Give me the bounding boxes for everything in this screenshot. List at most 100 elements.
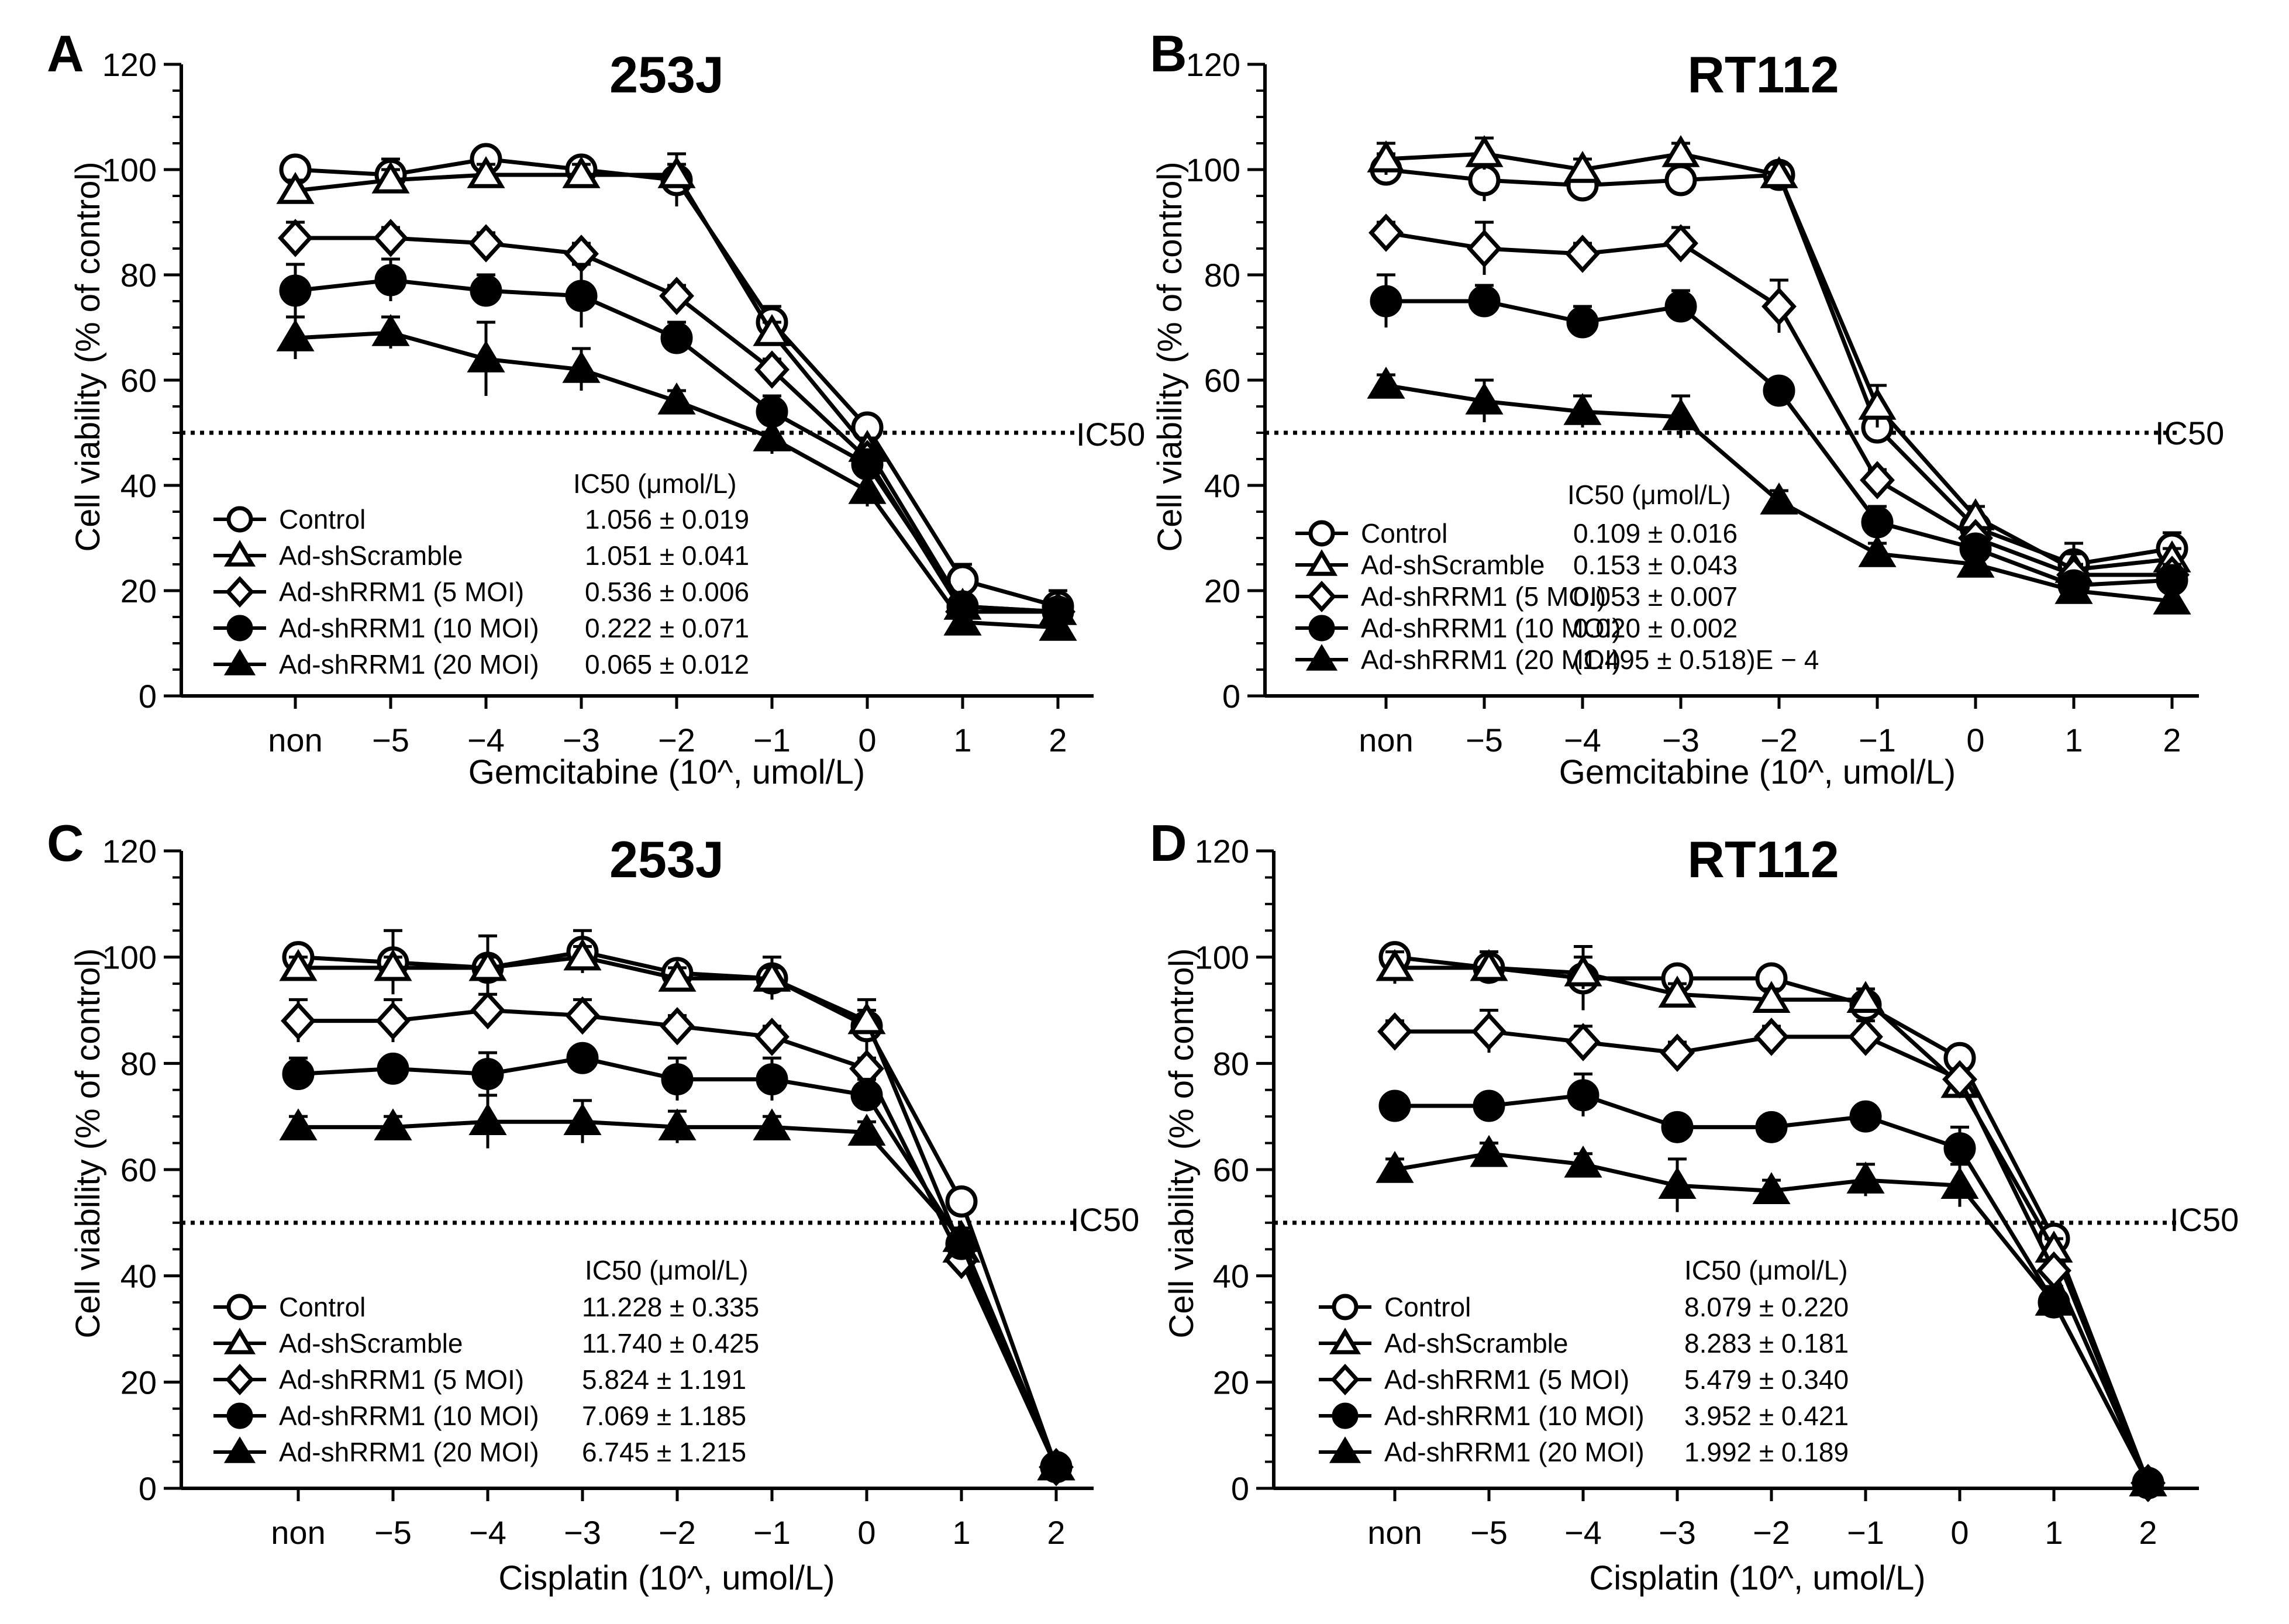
legend-ic50-value: 8.283 ± 0.181 bbox=[1684, 1328, 1849, 1358]
x-axis-label: Gemcitabine (10^, umol/L) bbox=[1559, 753, 1956, 791]
data-point bbox=[565, 996, 600, 1035]
y-tick-label: 100 bbox=[1186, 151, 1240, 188]
data-point bbox=[563, 938, 602, 971]
x-tick-label: −3 bbox=[1662, 722, 1699, 758]
data-point bbox=[1367, 366, 1405, 399]
x-tick-label: −5 bbox=[374, 1514, 412, 1551]
data-point bbox=[753, 313, 791, 346]
legend-header: IC50 (μmol/L) bbox=[573, 468, 737, 499]
x-tick-label: −1 bbox=[753, 1514, 791, 1551]
data-point bbox=[1752, 981, 1791, 1013]
y-tick-label: 0 bbox=[1222, 678, 1240, 715]
data-point bbox=[371, 161, 410, 194]
y-tick-label: 100 bbox=[102, 939, 157, 976]
data-point bbox=[1956, 545, 1995, 578]
x-tick-label: −2 bbox=[659, 1514, 696, 1551]
data-point bbox=[467, 156, 505, 188]
legend-marker bbox=[1330, 1363, 1360, 1396]
legend-marker bbox=[1308, 615, 1335, 642]
x-tick-label: −3 bbox=[1659, 1514, 1696, 1551]
data-point bbox=[1848, 1018, 1883, 1056]
x-tick-label: −5 bbox=[372, 722, 409, 758]
data-point bbox=[1376, 949, 1414, 981]
data-point bbox=[1367, 140, 1405, 173]
y-tick-label: 0 bbox=[139, 1470, 157, 1507]
data-point bbox=[754, 1018, 790, 1056]
data-point bbox=[1567, 1079, 1599, 1112]
data-point bbox=[1661, 135, 1700, 167]
legend-marker bbox=[1305, 644, 1338, 671]
data-point bbox=[1858, 387, 1897, 420]
data-point bbox=[1760, 156, 1798, 188]
legend-ic50-value: 7.069 ± 1.185 bbox=[582, 1401, 746, 1431]
x-tick-label: −3 bbox=[563, 722, 600, 758]
data-point bbox=[942, 1220, 981, 1252]
legend-ic50-value: 0.153 ± 0.043 bbox=[1573, 550, 1738, 580]
legend-label: Ad-shRRM1 (5 MOI) bbox=[279, 1364, 524, 1395]
panel-a: A 253J Gemcitabine (10^, umol/L) Cell vi… bbox=[47, 25, 1145, 791]
y-tick-label: 80 bbox=[120, 257, 157, 294]
legend-label: Ad-shRRM1 (20 MOI) bbox=[1384, 1437, 1645, 1467]
data-point bbox=[753, 959, 791, 992]
y-tick-label: 120 bbox=[1195, 833, 1249, 870]
legend-ic50-value: 11.228 ± 0.335 bbox=[582, 1292, 759, 1322]
data-point bbox=[565, 280, 598, 312]
chart-title: RT112 bbox=[1687, 46, 1839, 104]
data-point bbox=[1473, 1089, 1505, 1122]
data-point bbox=[1563, 392, 1602, 425]
x-tick-label: non bbox=[1359, 722, 1413, 758]
panel-letter: D bbox=[1150, 814, 1187, 872]
data-point bbox=[1664, 164, 1697, 196]
legend-ic50-value: 0.536 ± 0.006 bbox=[585, 577, 749, 607]
data-point bbox=[2153, 582, 2191, 615]
x-tick-label: non bbox=[268, 722, 322, 758]
legend-marker bbox=[226, 506, 253, 533]
data-point bbox=[657, 382, 696, 415]
legend-marker bbox=[1305, 549, 1338, 576]
legend-ic50-value: 8.079 ± 0.220 bbox=[1684, 1292, 1849, 1322]
data-point bbox=[1468, 164, 1501, 196]
data-point bbox=[278, 219, 313, 257]
data-point bbox=[1563, 150, 1602, 183]
y-tick-label: 80 bbox=[120, 1045, 157, 1082]
legend-marker bbox=[225, 1363, 254, 1396]
legend-marker bbox=[226, 1402, 253, 1429]
y-tick-label: 40 bbox=[120, 467, 157, 504]
data-point bbox=[1468, 285, 1501, 318]
data-point bbox=[1861, 506, 1894, 539]
x-tick-label: −5 bbox=[1466, 722, 1503, 758]
y-tick-label: 20 bbox=[1213, 1364, 1249, 1401]
legend-label: Ad-shRRM1 (5 MOI) bbox=[279, 577, 524, 607]
data-point bbox=[1037, 1448, 1075, 1481]
data-point bbox=[1860, 461, 1895, 499]
data-point bbox=[847, 1002, 886, 1035]
legend-label: Ad-shScramble bbox=[1384, 1328, 1568, 1358]
data-point bbox=[377, 1052, 409, 1085]
legend-ic50-value: 0.053 ± 0.007 bbox=[1573, 581, 1738, 612]
panel-letter: A bbox=[47, 25, 84, 82]
data-point bbox=[1368, 213, 1404, 252]
data-point bbox=[1846, 981, 1885, 1013]
data-point bbox=[371, 313, 410, 346]
data-point bbox=[375, 1001, 411, 1040]
data-point bbox=[279, 1108, 318, 1141]
data-point bbox=[470, 274, 502, 307]
legend-marker bbox=[1332, 1402, 1359, 1429]
legend-header: IC50 (μmol/L) bbox=[585, 1255, 749, 1285]
chart-plot-area: 0 20 40 60 80 100 120 non −5 −4 −3 −2 −1 0 1 2 Control 11… bbox=[102, 833, 1094, 1551]
data-point bbox=[1465, 382, 1504, 415]
data-point bbox=[1752, 1172, 1791, 1205]
data-point bbox=[1755, 1111, 1788, 1143]
x-tick-label: −3 bbox=[564, 1514, 601, 1551]
data-point bbox=[659, 277, 694, 315]
legend-label: Ad-shRRM1 (5 MOI) bbox=[1384, 1364, 1629, 1395]
x-tick-label: non bbox=[271, 1514, 325, 1551]
chart-title: RT112 bbox=[1687, 830, 1839, 888]
data-point bbox=[945, 1185, 978, 1218]
x-tick-label: −4 bbox=[1564, 722, 1601, 758]
data-point bbox=[471, 1058, 504, 1090]
x-axis-label: Cisplatin (10^, umol/L) bbox=[498, 1559, 835, 1597]
panel-letter: B bbox=[1150, 25, 1187, 82]
panel-b: B RT112 Gemcitabine (10^, umol/L) Cell v… bbox=[1150, 25, 2224, 791]
x-tick-label: −2 bbox=[658, 722, 695, 758]
